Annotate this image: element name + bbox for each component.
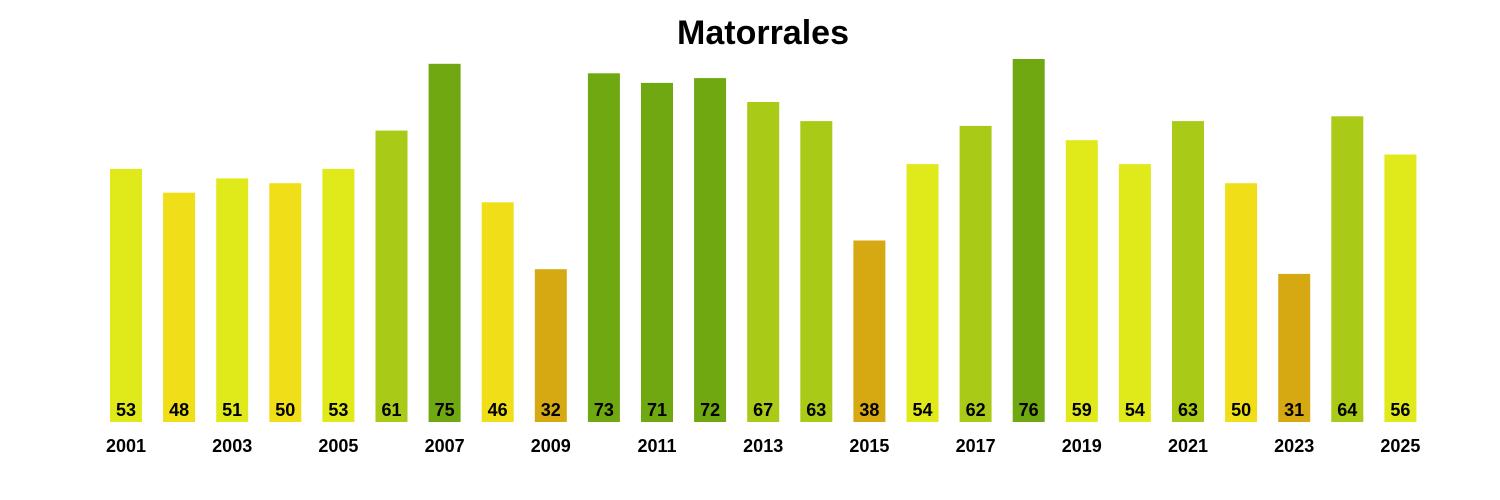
value-label-2001: 53: [116, 400, 136, 420]
bar-2003: [216, 178, 249, 422]
chart-title: Matorrales: [677, 14, 849, 52]
value-label-2002: 48: [169, 400, 189, 420]
bar-2019: [1065, 140, 1098, 422]
bar-2016: [906, 164, 939, 422]
bar-2014: [800, 121, 833, 422]
value-label-2009: 32: [541, 400, 561, 420]
x-tick-label-2013: 2013: [743, 436, 783, 456]
bar-2015: [853, 240, 886, 422]
bar-2007: [428, 63, 461, 423]
x-tick-label-2023: 2023: [1274, 436, 1314, 456]
bar-2008: [481, 202, 514, 422]
x-tick-label-2015: 2015: [849, 436, 889, 456]
bar-2024: [1331, 116, 1364, 423]
value-labels-group: 53 48 51 50 53 61 75 46 32 73 71 72 67 63 38 54 62 76 59 54…: [116, 400, 1410, 420]
value-label-2022: 50: [1231, 400, 1251, 420]
value-label-2007: 75: [435, 400, 455, 420]
bar-2011: [641, 82, 673, 423]
value-label-2011: 71: [647, 400, 667, 420]
value-label-2003: 51: [222, 400, 242, 420]
bar-2004: [269, 183, 302, 422]
bar-2009: [534, 269, 567, 422]
x-tick-label-2005: 2005: [318, 436, 358, 456]
x-tick-label-2021: 2021: [1168, 436, 1208, 456]
value-label-2023: 31: [1284, 400, 1304, 420]
value-label-2015: 38: [859, 400, 879, 420]
bar-2018: [1012, 59, 1045, 422]
value-label-2018: 76: [1019, 400, 1039, 420]
bar-2005: [322, 168, 355, 422]
x-axis-tick-labels: 2001 2003 2005 2007 2009 2011 2013 2015 2017 2019…: [106, 436, 1420, 456]
value-label-2019: 59: [1072, 400, 1092, 420]
value-label-2008: 46: [488, 400, 508, 420]
bar-2017: [959, 125, 992, 423]
x-tick-label-2011: 2011: [637, 436, 676, 456]
value-label-2006: 61: [381, 400, 401, 420]
value-label-2005: 53: [328, 400, 348, 420]
value-label-2025: 56: [1390, 400, 1410, 420]
bar-2025: [1384, 154, 1417, 422]
bar-2012: [694, 78, 727, 422]
x-tick-label-2003: 2003: [212, 436, 252, 456]
bar-2022: [1225, 183, 1258, 422]
bar-2021: [1172, 121, 1204, 422]
x-tick-label-2025: 2025: [1380, 436, 1420, 456]
bar-2013: [747, 102, 780, 422]
value-label-2017: 62: [966, 400, 986, 420]
value-label-2016: 54: [912, 400, 932, 420]
bar-2010: [587, 73, 620, 423]
value-label-2004: 50: [275, 400, 295, 420]
value-label-2012: 72: [700, 400, 720, 420]
value-label-2014: 63: [806, 400, 826, 420]
x-tick-label-2017: 2017: [956, 436, 996, 456]
value-label-2013: 67: [753, 400, 773, 420]
value-label-2010: 73: [594, 400, 614, 420]
value-label-2024: 64: [1337, 400, 1357, 420]
x-tick-label-2001: 2001: [106, 436, 146, 456]
bar-2006: [375, 130, 408, 422]
bars-group: [110, 59, 1417, 423]
bar-2002: [163, 192, 196, 422]
x-tick-label-2007: 2007: [425, 436, 465, 456]
bar-2001: [110, 168, 142, 422]
x-tick-label-2019: 2019: [1062, 436, 1102, 456]
value-label-2020: 54: [1125, 400, 1145, 420]
bar-2023: [1278, 273, 1311, 422]
value-label-2021: 63: [1178, 400, 1198, 420]
bar-2020: [1118, 164, 1151, 422]
x-tick-label-2009: 2009: [531, 436, 571, 456]
